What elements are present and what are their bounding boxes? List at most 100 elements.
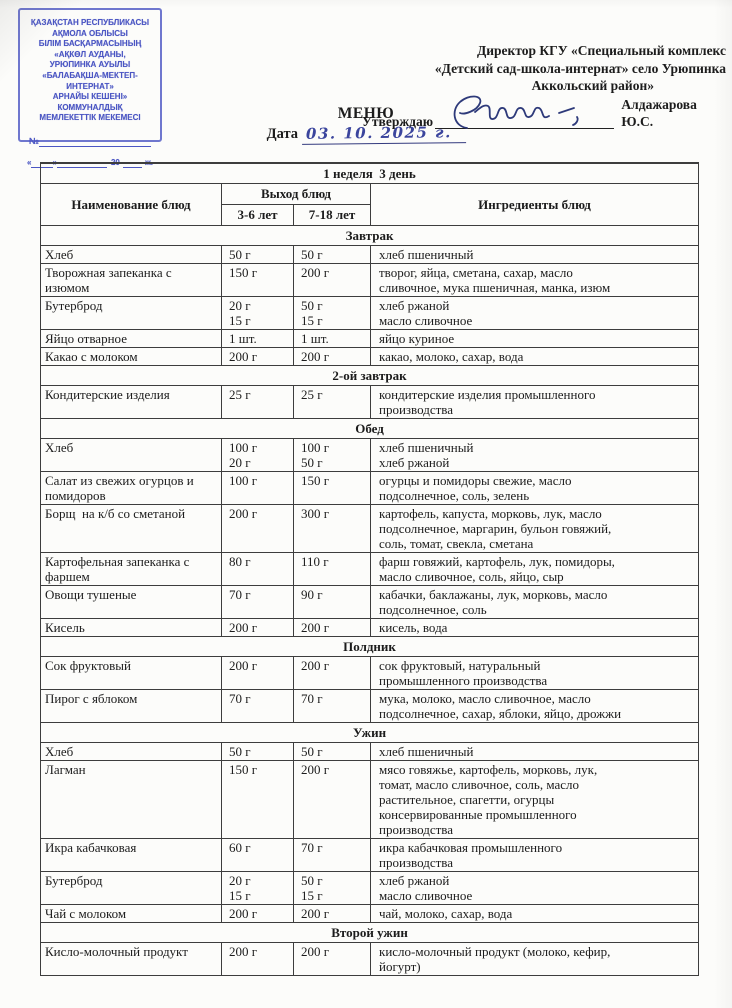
date-label: Дата	[266, 126, 298, 142]
dish-name-cell: Борщ на к/б со сметаной	[40, 504, 222, 553]
dish-name-cell: Бутерброд	[40, 871, 222, 905]
stamp-text-line: МЕМЛЕКЕТТІК МЕКЕМЕСІ	[39, 113, 141, 123]
ingredients-cell: какао, молоко, сахар, вода	[369, 347, 700, 366]
ingredients-cell: творог, яйца, сметана, сахар, масло слив…	[369, 263, 700, 297]
ingredients-cell: картофель, капуста, морковь, лук, масло …	[369, 504, 700, 553]
dish-name-cell: Какао с молоком	[40, 347, 222, 366]
stamp-text-line: АРНАЙЫ КЕШЕНІ»	[52, 92, 128, 102]
stamp-number-line: №	[29, 136, 151, 147]
portion-7-18-cell: 150 г	[293, 471, 371, 505]
dish-row: Хлеб 100 г 20 г 100 г 50 г хлеб пшеничны…	[40, 438, 700, 472]
portion-7-18-cell: 50 г 15 г	[293, 871, 371, 905]
dish-name-cell: Хлеб	[40, 742, 222, 761]
dish-name-cell: Пирог с яблоком	[40, 689, 222, 723]
ingredients-cell: кисло-молочный продукт (молоко, кефир, й…	[369, 942, 700, 976]
meal-section-title: Ужин	[39, 722, 700, 743]
ingredients-cell: кондитерские изделия промышленного произ…	[369, 385, 700, 419]
dish-row: Сок фруктовый 200 г 200 г сок фруктовый,…	[40, 656, 700, 690]
approval-block: Директор КГУ «Специальный комплекс «Детс…	[336, 42, 728, 131]
portion-3-6-cell: 200 г	[221, 618, 294, 637]
dish-name-cell: Бутерброд	[40, 296, 222, 330]
portion-3-6-cell: 150 г	[221, 263, 294, 297]
portion-3-6-cell: 100 г	[221, 471, 294, 505]
stamp-number-label: №	[29, 135, 40, 146]
dish-row: Чай с молоком 200 г 200 г чай, молоко, с…	[40, 904, 700, 923]
dish-name-cell: Творожная запеканка с изюмом	[40, 263, 222, 297]
portion-3-6-cell: 20 г 15 г	[221, 871, 294, 905]
stamp-text-line: УРЮПИНКА АУЫЛЫ	[49, 60, 131, 70]
stamp-text-line: БІЛІМ БАСҚАРМАСЫНЫҢ	[38, 39, 142, 49]
portion-7-18-cell: 70 г	[293, 689, 371, 723]
stamp-text-line: КОММУНАЛДЫҚ	[57, 102, 123, 112]
col-header-age-3-6: 3-6 лет	[221, 204, 294, 226]
ingredients-cell: хлеб пшеничный	[369, 245, 700, 264]
col-header-dish-name: Наименование блюд	[40, 183, 222, 226]
portion-7-18-cell: 50 г 15 г	[293, 296, 371, 330]
dish-name-cell: Хлеб	[40, 245, 222, 264]
meal-section-title: Полдник	[39, 636, 700, 657]
dish-row: Творожная запеканка с изюмом 150 г 200 г…	[40, 263, 700, 297]
portion-7-18-cell: 200 г	[293, 263, 371, 297]
dish-row: Кондитерские изделия 25 г 25 г кондитерс…	[40, 385, 700, 419]
portion-3-6-cell: 200 г	[221, 942, 294, 976]
ingredients-cell: яйцо куриное	[369, 329, 700, 348]
dish-row: Картофельная запеканка с фаршем 80 г 110…	[40, 552, 700, 586]
dish-row: Лагман 150 г 200 г мясо говяжье, картофе…	[40, 760, 700, 839]
ingredients-cell: сок фруктовый, натуральный промышленного…	[369, 656, 700, 690]
portion-3-6-cell: 200 г	[221, 904, 294, 923]
stamp-text-line: ҚАЗАҚСТАН РЕСПУБЛИКАСЫ	[30, 18, 150, 27]
portion-3-6-cell: 25 г	[221, 385, 294, 419]
portion-3-6-cell: 150 г	[221, 760, 294, 839]
portion-7-18-cell: 300 г	[293, 504, 371, 553]
portion-3-6-cell: 1 шт.	[221, 329, 294, 348]
dish-name-cell: Лагман	[40, 760, 222, 839]
meal-section-title: 2-ой завтрак	[39, 365, 700, 386]
dish-name-cell: Салат из свежих огурцов и помидоров	[40, 471, 222, 505]
dish-row: Яйцо отварное 1 шт. 1 шт. яйцо куриное	[40, 329, 700, 348]
portion-7-18-cell: 100 г 50 г	[293, 438, 371, 472]
approver-name: Алдажарова Ю.С.	[621, 96, 697, 130]
ingredients-cell: икра кабачковая промышленного производст…	[369, 838, 700, 872]
handwritten-date: 03. 10. 2025 г.	[301, 123, 466, 145]
portion-7-18-cell: 70 г	[293, 838, 371, 872]
menu-table: 1 неделя 3 день Наименование блюд Выход …	[39, 162, 700, 976]
portion-3-6-cell: 50 г	[221, 742, 294, 761]
week-day-row: 1 неделя 3 день	[39, 162, 700, 184]
portion-7-18-cell: 1 шт.	[293, 329, 371, 348]
portion-7-18-cell: 110 г	[293, 552, 371, 586]
stamp-text-line: «БАЛАБАҚША-МЕКТЕП-ИНТЕРНАТ»	[42, 70, 138, 91]
portion-3-6-cell: 200 г	[221, 504, 294, 553]
dish-name-cell: Кисель	[40, 618, 222, 637]
menu-table-body: 1 неделя 3 день Наименование блюд Выход …	[39, 162, 700, 976]
dish-name-cell: Сок фруктовый	[40, 656, 222, 690]
dish-name-cell: Яйцо отварное	[40, 329, 222, 348]
ingredients-cell: фарш говяжий, картофель, лук, помидоры, …	[369, 552, 700, 586]
dish-row: Бутерброд 20 г 15 г 50 г 15 г хлеб ржано…	[40, 871, 700, 905]
portion-7-18-cell: 200 г	[293, 904, 371, 923]
portion-3-6-cell: 200 г	[221, 347, 294, 366]
portion-3-6-cell: 200 г	[221, 656, 294, 690]
portion-7-18-cell: 25 г	[293, 385, 371, 419]
ingredients-cell: мясо говяжье, картофель, морковь, лук, т…	[369, 760, 700, 839]
ingredients-cell: хлеб ржаной масло сливочное	[369, 871, 700, 905]
approve-label: Утверждаю	[362, 114, 434, 129]
stamp-open-quote: «	[27, 157, 32, 167]
meal-section-title: Завтрак	[39, 225, 700, 246]
dish-row: Хлеб 50 г 50 г хлеб пшеничный	[40, 245, 700, 264]
portion-7-18-cell: 200 г	[293, 760, 371, 839]
ingredients-cell: чай, молоко, сахар, вода	[369, 904, 700, 923]
col-header-age-7-18: 7-18 лет	[293, 204, 371, 226]
portion-7-18-cell: 50 г	[293, 245, 371, 264]
dish-name-cell: Кисло-молочный продукт	[40, 942, 222, 976]
dish-row: Какао с молоком 200 г 200 г какао, молок…	[40, 347, 700, 366]
portion-3-6-cell: 80 г	[221, 552, 294, 586]
ingredients-cell: огурцы и помидоры свежие, масло подсолне…	[369, 471, 700, 505]
ingredients-cell: хлеб пшеничный	[369, 742, 700, 761]
institution-stamp: ҚАЗАҚСТАН РЕСПУБЛИКАСЫ АҚМОЛА ОБЛЫСЫ БІЛ…	[18, 8, 162, 169]
dish-name-cell: Чай с молоком	[40, 904, 222, 923]
column-header-row: Наименование блюд Выход блюд Ингредиенты…	[40, 183, 700, 226]
title-block: МЕНЮ Дата 03. 10. 2025 г.	[216, 105, 516, 145]
director-line-2: «Детский сад-школа-интернат» село Урюпин…	[434, 60, 726, 76]
portion-7-18-cell: 200 г	[293, 618, 371, 637]
